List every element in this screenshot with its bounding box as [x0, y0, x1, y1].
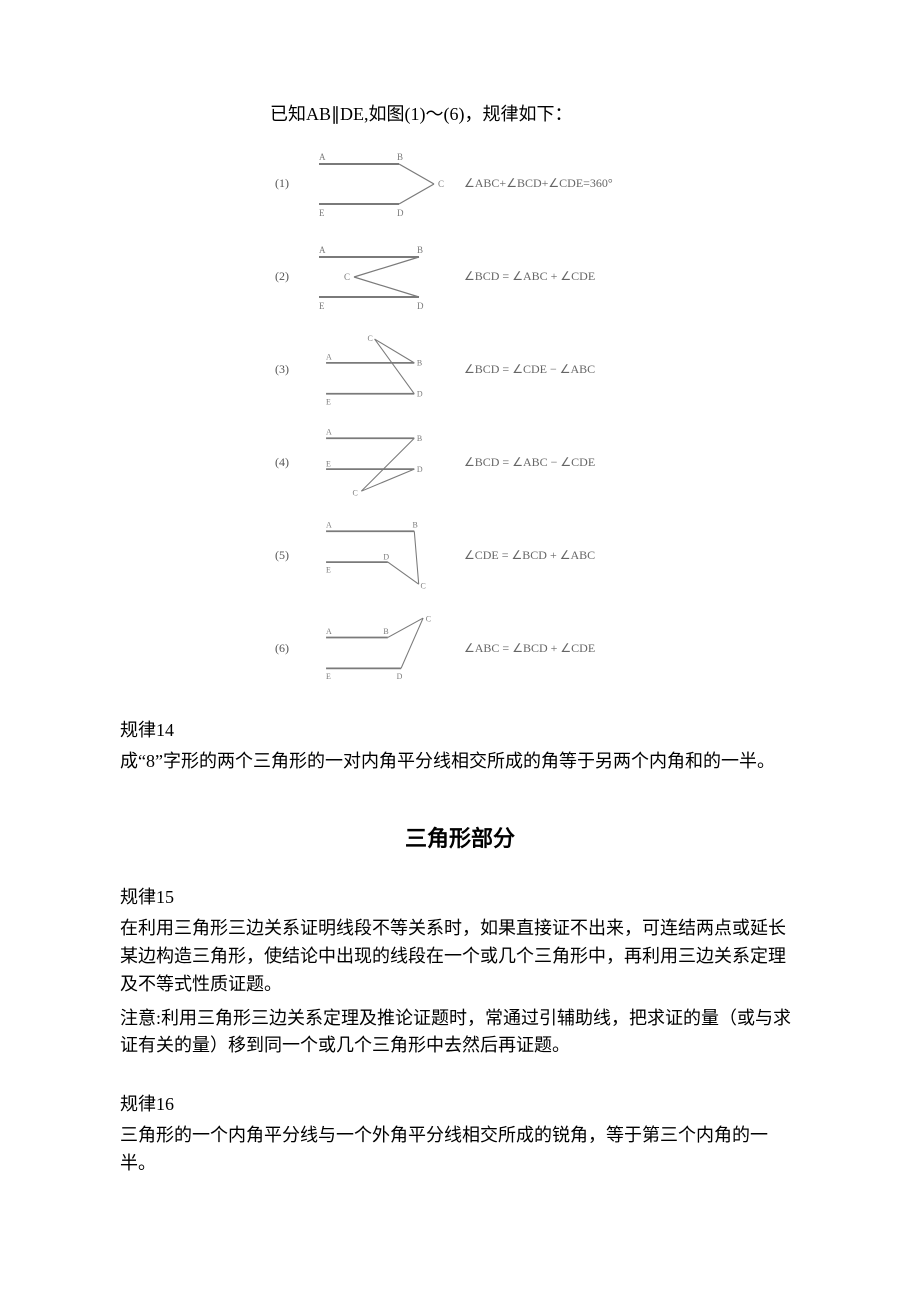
svg-text:C: C	[368, 334, 373, 343]
diagram-number: (5)	[270, 548, 294, 563]
svg-text:E: E	[319, 208, 325, 218]
svg-text:E: E	[326, 397, 331, 406]
formula-text: ∠BCD = ∠ABC + ∠CDE	[464, 269, 595, 284]
svg-text:A: A	[319, 245, 326, 255]
formula-text: ∠ABC+∠BCD+∠CDE=360°	[464, 176, 613, 191]
svg-text:A: A	[319, 152, 326, 162]
rule14-body: 成“8”字形的两个三角形的一对内角平分线相交所成的角等于另两个内角和的一半。	[120, 748, 800, 776]
svg-text:D: D	[417, 465, 423, 474]
diagram-number: (3)	[270, 362, 294, 377]
diagram-svg-1: A B E D C	[304, 146, 454, 221]
rule15-body-1: 在利用三角形三边关系证明线段不等关系时，如果直接证不出来，可连结两点或延长某边构…	[120, 915, 800, 999]
diagram-svg-2: A B E D C	[304, 239, 454, 314]
svg-text:C: C	[426, 615, 431, 624]
svg-text:B: B	[413, 521, 418, 530]
svg-text:D: D	[383, 552, 389, 561]
formula-text: ∠BCD = ∠ABC − ∠CDE	[464, 455, 595, 470]
svg-text:B: B	[417, 434, 422, 443]
rule15-heading: 规律15	[120, 883, 800, 909]
svg-text:E: E	[319, 301, 325, 311]
intro-text: 已知AB∥DE,如图(1)〜(6)，规律如下：	[270, 100, 800, 126]
diagram-svg-3: A B E D C	[304, 332, 454, 407]
svg-text:C: C	[420, 582, 425, 591]
svg-text:B: B	[417, 359, 422, 368]
diagram-number: (1)	[270, 176, 294, 191]
svg-text:C: C	[344, 272, 350, 282]
svg-text:B: B	[383, 627, 388, 636]
svg-text:C: C	[438, 179, 444, 189]
document-page: 已知AB∥DE,如图(1)〜(6)，规律如下： (1) A B E D C ∠ABC…	[0, 0, 920, 1238]
svg-text:D: D	[397, 672, 403, 681]
diagram-number: (6)	[270, 641, 294, 656]
svg-text:B: B	[417, 245, 423, 255]
diagram-number: (4)	[270, 455, 294, 470]
diagram-number: (2)	[270, 269, 294, 284]
svg-text:A: A	[326, 521, 332, 530]
diagram-row-1: (1) A B E D C ∠ABC+∠BCD+∠CDE=360°	[270, 146, 800, 221]
svg-text:D: D	[417, 301, 424, 311]
diagram-row-2: (2) A B E D C ∠BCD = ∠ABC + ∠CDE	[270, 239, 800, 314]
svg-text:A: A	[326, 428, 332, 437]
formula-text: ∠BCD = ∠CDE − ∠ABC	[464, 362, 595, 377]
diagram-svg-6: A B E D C	[304, 611, 454, 686]
svg-text:A: A	[326, 352, 332, 361]
diagram-svg-5: A B E D C	[304, 518, 454, 593]
diagram-row-5: (5) A B E D C ∠CDE = ∠BCD + ∠ABC	[270, 518, 800, 593]
svg-text:A: A	[326, 627, 332, 636]
svg-text:D: D	[397, 208, 404, 218]
svg-text:E: E	[326, 672, 331, 681]
formula-text: ∠ABC = ∠BCD + ∠CDE	[464, 641, 595, 656]
formula-text: ∠CDE = ∠BCD + ∠ABC	[464, 548, 595, 563]
rule16-heading: 规律16	[120, 1090, 800, 1116]
diagram-row-4: (4) A B E D C ∠BCD = ∠ABC − ∠CDE	[270, 425, 800, 500]
svg-text:C: C	[353, 489, 358, 498]
svg-text:B: B	[397, 152, 403, 162]
svg-text:E: E	[326, 566, 331, 575]
rule16-body: 三角形的一个内角平分线与一个外角平分线相交所成的锐角，等于第三个内角的一半。	[120, 1122, 800, 1178]
section-title-triangle: 三角形部分	[120, 821, 800, 853]
svg-text:D: D	[417, 389, 423, 398]
svg-text:E: E	[326, 459, 331, 468]
diagrams-container: (1) A B E D C ∠ABC+∠BCD+∠CDE=360° (2) A B	[270, 146, 800, 686]
diagram-row-6: (6) A B E D C ∠ABC = ∠BCD + ∠CDE	[270, 611, 800, 686]
diagram-svg-4: A B E D C	[304, 425, 454, 500]
rule14-heading: 规律14	[120, 716, 800, 742]
rule15-body-2: 注意:利用三角形三边关系定理及推论证题时，常通过引辅助线，把求证的量（或与求证有…	[120, 1005, 800, 1061]
diagram-row-3: (3) A B E D C ∠BCD = ∠CDE − ∠ABC	[270, 332, 800, 407]
